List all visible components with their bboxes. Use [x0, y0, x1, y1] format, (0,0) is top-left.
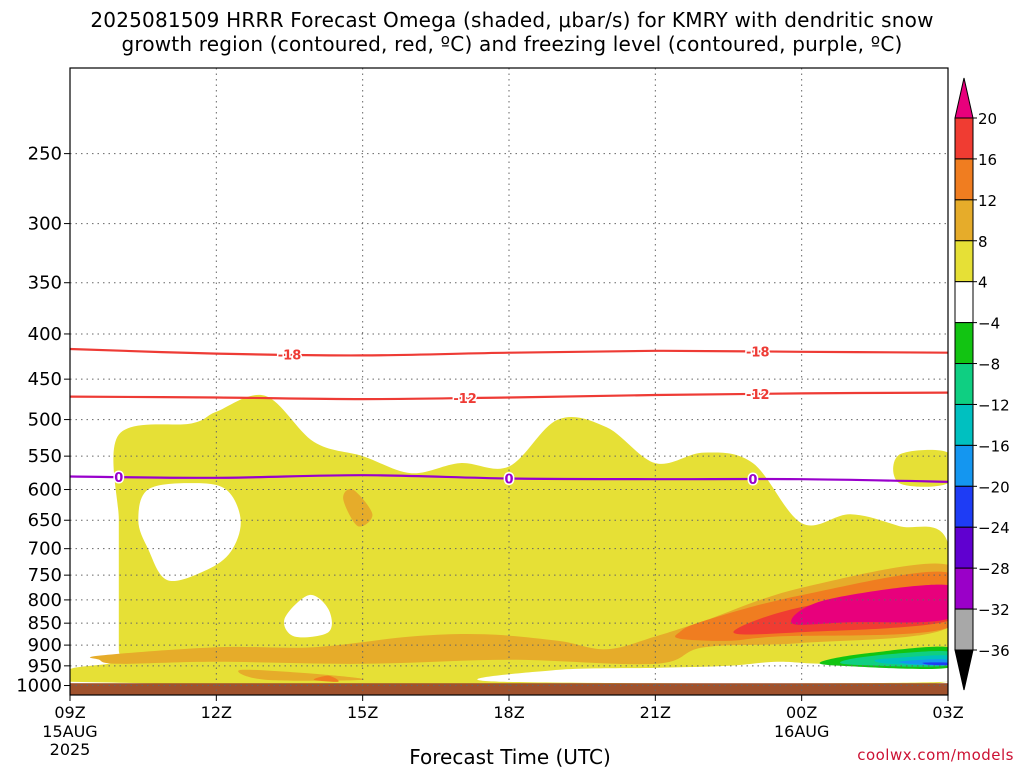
x-tick-year: 2025: [50, 740, 91, 759]
contour-temp: [70, 391, 948, 401]
y-tick-label: 450: [28, 369, 62, 390]
colorbar-label: −4: [978, 315, 1000, 333]
colorbar-label: −16: [978, 437, 1010, 455]
colorbar-label: 20: [978, 110, 997, 128]
colorbar-arrow-bottom: [954, 649, 974, 691]
colorbar-label: 4: [978, 274, 988, 292]
shaded-region-4-8: [893, 449, 948, 487]
y-axis: 2503003504004505005506006507007508008509…: [16, 144, 70, 697]
y-tick-label: 900: [28, 635, 62, 656]
contour-label: -18: [746, 345, 770, 360]
contour-label: 0: [748, 473, 757, 488]
y-tick-label: 950: [28, 656, 62, 677]
colorbar-label: −36: [978, 642, 1010, 660]
colorbar-label: −12: [978, 396, 1010, 414]
x-tick-label: 18Z: [493, 703, 524, 722]
contour-freezing: [70, 474, 948, 483]
shaded-region-20+: [791, 584, 948, 625]
contour-temp: [70, 347, 948, 357]
y-tick-label: 600: [28, 480, 62, 501]
shaded-omega-layer: [70, 394, 948, 693]
chart-title-line1: 2025081509 HRRR Forecast Omega (shaded, …: [90, 8, 934, 32]
x-tick-label: 03Z: [932, 703, 963, 722]
colorbar-arrow-top: [954, 77, 974, 119]
shaded-region-white-hole: [283, 594, 332, 638]
colorbar-swatch: [954, 158, 974, 201]
colorbar-swatch: [954, 240, 974, 283]
colorbar-swatch: [954, 444, 974, 487]
colorbar-swatch: [954, 403, 974, 446]
gridlines: [70, 68, 948, 695]
colorbar: 20 16 12 8 4 −4 −8 −12 −16 −20 −24 −28 −32 −36: [954, 77, 1010, 691]
contour-label: -12: [453, 392, 477, 407]
colorbar-swatch: [954, 567, 974, 610]
y-tick-label: 500: [28, 410, 62, 431]
contour-label: -18: [278, 348, 302, 363]
colorbar-label: −8: [978, 356, 1000, 374]
colorbar-swatch: [954, 199, 974, 242]
colorbar-swatch: [954, 117, 974, 160]
colorbar-label: 8: [978, 233, 988, 251]
x-axis-label: Forecast Time (UTC): [409, 745, 611, 768]
contour-layer: -18 -18 -12 -12 0 0 0: [70, 344, 948, 490]
colorbar-label: −32: [978, 601, 1010, 619]
y-tick-label: 700: [28, 539, 62, 560]
colorbar-label: 16: [978, 151, 997, 169]
shaded-region--20--24: [922, 662, 948, 666]
colorbar-swatch: [954, 322, 974, 365]
x-tick-label: 15Z: [347, 703, 378, 722]
contour-label: 0: [504, 472, 513, 487]
x-tick-label: 00Z: [786, 703, 817, 722]
colorbar-label: −20: [978, 478, 1010, 496]
shaded-region-white-hole: [138, 483, 241, 582]
terrain-fill: [70, 683, 948, 695]
shaded-region-white-hole: [477, 661, 948, 684]
y-tick-label: 250: [28, 144, 62, 165]
x-tick-label: 09Z: [54, 703, 85, 722]
y-tick-label: 800: [28, 590, 62, 611]
y-tick-label: 350: [28, 273, 62, 294]
colorbar-label: −24: [978, 519, 1010, 537]
shaded-region-12-16: [313, 675, 339, 682]
contour-label: -12: [746, 388, 770, 403]
chart-title-line2: growth region (contoured, red, ºC) and f…: [121, 32, 903, 56]
contour-label: 0: [114, 471, 123, 486]
y-tick-label: 550: [28, 446, 62, 467]
y-tick-label: 400: [28, 324, 62, 345]
credit-text: coolwx.com/models: [857, 746, 1014, 764]
x-tick-label: 12Z: [201, 703, 232, 722]
colorbar-label: 12: [978, 192, 997, 210]
terrain-layer: [70, 683, 948, 695]
colorbar-swatch: [954, 526, 974, 569]
y-tick-label: 300: [28, 214, 62, 235]
y-tick-label: 650: [28, 510, 62, 531]
x-tick-label: 21Z: [640, 703, 671, 722]
colorbar-label: −28: [978, 560, 1010, 578]
y-tick-label: 1000: [16, 676, 62, 697]
y-tick-label: 850: [28, 613, 62, 634]
colorbar-swatch: [954, 363, 974, 405]
colorbar-swatch: [954, 485, 974, 528]
x-tick-date: 16AUG: [774, 722, 829, 741]
colorbar-swatch: [954, 608, 974, 651]
y-tick-label: 750: [28, 565, 62, 586]
colorbar-swatch: [954, 281, 974, 324]
x-tick-date: 15AUG: [42, 722, 97, 741]
shaded-region-8-12: [343, 488, 373, 527]
